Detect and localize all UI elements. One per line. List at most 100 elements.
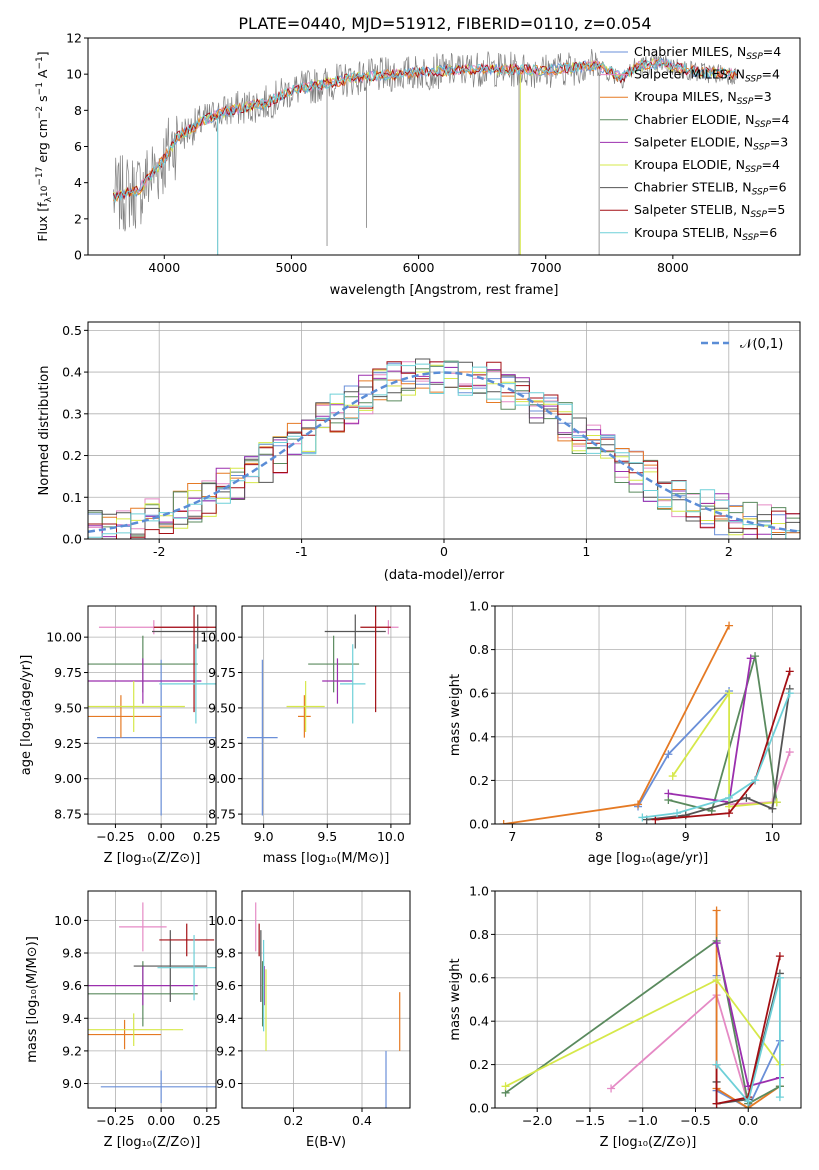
weight-marker — [775, 1093, 784, 1102]
y-axis-label: mass weight — [448, 958, 463, 1040]
weight-line — [610, 993, 750, 1104]
x-axis-label: Z [log₁₀(Z/Z⊙)] — [600, 1135, 697, 1150]
y-tick-label: 9.2 — [216, 1043, 236, 1058]
errorbar-point — [88, 966, 198, 1006]
plot-area-age-vs-mass — [242, 606, 410, 824]
y-tick-label: 2 — [74, 211, 82, 226]
weight-series — [634, 687, 734, 811]
y-tick-label: 0.2 — [469, 773, 489, 788]
x-tick-label: −1.5 — [575, 1113, 605, 1128]
weight-marker — [651, 815, 660, 824]
x-tick-label: 9.0 — [254, 829, 274, 844]
y-tick-label: 0.6 — [469, 686, 489, 701]
weight-marker — [725, 809, 734, 818]
weight-series — [638, 689, 794, 822]
errorbar-point — [133, 930, 207, 1002]
axes-frame — [87, 605, 217, 825]
y-axis-label: age [log₁₀(age/yr)] — [19, 655, 34, 776]
legend-label: Kroupa STELIB, NSSP=6 — [634, 225, 777, 243]
weight-line — [655, 671, 791, 821]
plot-area-weight-vs-age — [495, 606, 801, 824]
x-axis-label: E(B-V) — [306, 1135, 346, 1150]
panel-spectrum: 4000 5000 6000 7000 8000 0 2 4 6 8 10 12 Chabrier MI… — [35, 31, 801, 298]
y-tick-label: 9.6 — [216, 978, 236, 993]
x-axis-label: mass [log₁₀(M/M⊙)] — [263, 851, 390, 866]
y-tick-label: 0.0 — [62, 532, 82, 547]
x-tick-label: 0.25 — [193, 829, 221, 844]
x-tick-label: −1.0 — [628, 1113, 658, 1128]
legend-label: 𝒩(0,1) — [740, 337, 783, 352]
x-tick-label: 2 — [725, 544, 733, 559]
x-tick-label: -1 — [295, 544, 307, 559]
weight-series — [664, 652, 781, 815]
y-tick-label: 9.75 — [54, 665, 82, 680]
weight-marker — [712, 975, 721, 984]
x-tick-label: 9 — [682, 829, 690, 844]
errorbar-point — [153, 606, 216, 713]
y-tick-label: 0.2 — [62, 448, 82, 463]
weight-series — [712, 973, 784, 1106]
x-tick-label: −0.25 — [96, 829, 134, 844]
weight-line — [671, 690, 777, 808]
plot-area-weight-vs-Z — [495, 891, 801, 1108]
x-tick-label: 8 — [595, 829, 603, 844]
x-tick-label: 0.00 — [147, 1113, 175, 1128]
residual-histogram — [88, 361, 800, 539]
y-tick-label: 8.75 — [54, 807, 82, 822]
axes-frame — [494, 605, 802, 825]
y-tick-label: 1.0 — [469, 884, 489, 899]
errorbar-point — [88, 1013, 184, 1046]
axes-frame — [494, 890, 802, 1109]
axes-frame — [87, 890, 217, 1109]
weight-marker — [501, 1082, 510, 1091]
errorbar-point — [119, 902, 167, 952]
figure-title: PLATE=0440, MJD=51912, FIBERID=0110, z=0… — [238, 14, 651, 33]
y-tick-label: 6 — [74, 139, 82, 154]
weight-line — [503, 625, 730, 824]
y-tick-label: 9.25 — [54, 736, 82, 751]
errorbar-point — [360, 606, 391, 713]
weight-series — [668, 689, 781, 811]
weight-marker — [681, 811, 690, 820]
x-tick-label: 6000 — [403, 260, 435, 275]
x-tick-label: 1 — [582, 544, 590, 559]
x-tick-label: 0.25 — [193, 1113, 221, 1128]
y-tick-label: 0.8 — [469, 642, 489, 657]
x-axis-label: Z [log₁₀(Z/Z⊙)] — [104, 1135, 201, 1150]
panel-residual-hist: -2 -1 0 1 2 0.0 0.1 0.2 0.3 0.4 0.5 𝒩(0,1) (data-mod… — [37, 321, 801, 583]
weight-marker — [768, 804, 777, 813]
errorbar-point — [88, 681, 185, 732]
y-axis-label: Normed distribution — [37, 366, 52, 496]
weight-line — [715, 955, 781, 1105]
y-tick-label: 10 — [66, 67, 82, 82]
weight-marker — [751, 776, 760, 785]
errorbar-point — [100, 1070, 216, 1104]
y-axis-label: Flux [fλ10−17 erg cm−2 s−1 A−1] — [35, 51, 54, 241]
y-tick-label: 9.4 — [216, 1011, 236, 1026]
y-tick-label: 0.0 — [469, 817, 489, 832]
weight-line — [505, 939, 781, 1106]
y-tick-label: 0.3 — [62, 406, 82, 421]
x-tick-label: 0.2 — [283, 1113, 303, 1128]
y-tick-label: 0 — [74, 248, 82, 263]
y-tick-label: 9.00 — [54, 771, 82, 786]
weight-line — [715, 910, 781, 1108]
y-tick-label: 9.50 — [54, 700, 82, 715]
y-tick-label: 9.0 — [216, 1076, 236, 1091]
plot-area-mass-vs-EBV — [242, 891, 410, 1108]
weight-marker — [725, 689, 734, 698]
errorbar-point — [159, 644, 216, 724]
x-tick-label: 0.4 — [352, 1113, 372, 1128]
weight-line — [715, 977, 781, 1104]
x-axis-label: Z [log₁₀(Z/Z⊙)] — [104, 851, 201, 866]
weight-marker — [744, 1097, 753, 1106]
weight-marker — [712, 1099, 721, 1108]
legend-label: Kroupa MILES, NSSP=3 — [634, 89, 772, 107]
y-tick-label: 12 — [66, 31, 82, 46]
x-axis-label: age [log₁₀(age/yr)] — [588, 851, 709, 866]
y-tick-label: 0.4 — [469, 729, 489, 744]
weight-marker — [775, 973, 784, 982]
x-axis-label: (data-model)/error — [384, 568, 505, 583]
weight-marker — [634, 800, 643, 809]
